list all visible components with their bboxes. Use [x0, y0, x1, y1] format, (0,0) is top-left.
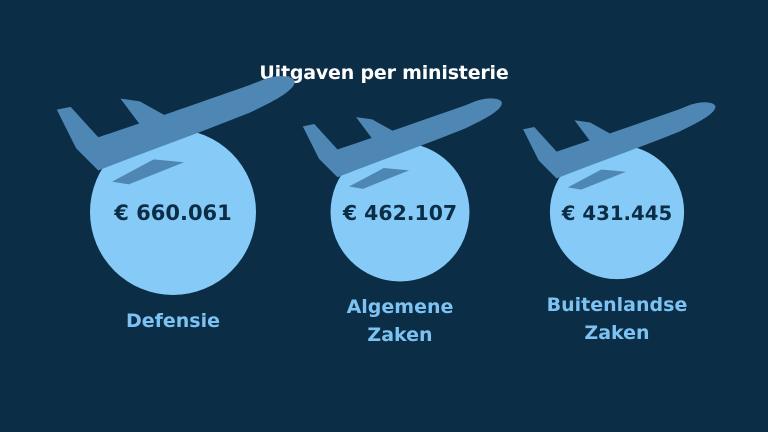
value-label: € 660.061 [113, 201, 232, 225]
airplane-icon [56, 76, 295, 185]
bubble-2 [549, 144, 685, 280]
chart-title: Uitgaven per ministerie [259, 62, 509, 84]
value-label: € 462.107 [342, 201, 457, 225]
category-label: Buitenlandse Zaken [546, 294, 688, 345]
bubble-group: € 462.107 [302, 98, 502, 282]
bubble-0 [90, 129, 256, 295]
bubble-1 [330, 142, 470, 282]
category-label: Algemene Zaken [346, 296, 454, 347]
airplane-icon [523, 102, 716, 190]
bubble-group: € 431.445 [523, 102, 716, 280]
value-label: € 431.445 [561, 202, 672, 225]
category-label: Defensie [125, 310, 221, 332]
bubble-group: € 660.061 [56, 76, 295, 295]
airplane-icon [302, 98, 502, 189]
